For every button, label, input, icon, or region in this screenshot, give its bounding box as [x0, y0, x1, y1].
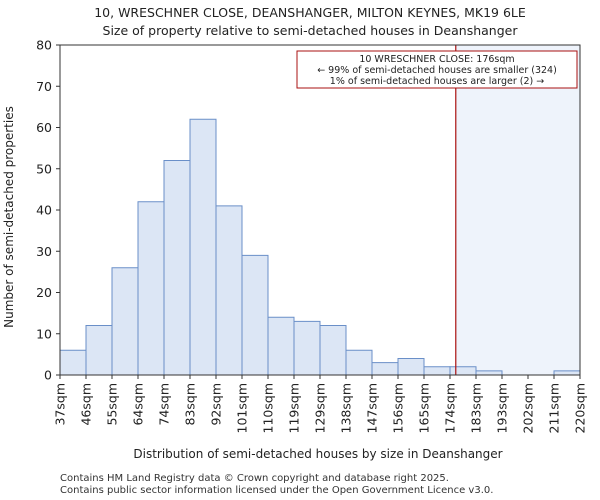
- larger-region-shade: [455, 45, 580, 375]
- bar-92sqm: [215, 205, 243, 376]
- x-tick-label: 37sqm: [53, 383, 68, 426]
- y-tick-label: 30: [36, 244, 52, 259]
- y-tick-label: 0: [44, 368, 52, 383]
- x-tick-label: 211sqm: [547, 383, 562, 433]
- x-tick-labels: 37sqm 46sqm 55sqm 64sqm 74sqm 83sqm 92sqm 101sq…: [53, 375, 588, 433]
- highlight-region: [455, 45, 580, 375]
- y-tick-label: 60: [36, 120, 52, 135]
- x-tick-label: 156sqm: [391, 383, 406, 433]
- bar-156sqm: [397, 358, 425, 376]
- x-tick-label: 129sqm: [313, 383, 328, 433]
- bar-211sqm: [553, 370, 581, 376]
- x-tick-label: 64sqm: [131, 383, 146, 426]
- y-tick-label: 50: [36, 161, 52, 176]
- x-tick-label: 220sqm: [573, 383, 588, 433]
- annotation-line-2: ← 99% of semi-detached houses are smalle…: [317, 65, 557, 76]
- chart-title: 10, WRESCHNER CLOSE, DEANSHANGER, MILTON…: [94, 5, 526, 20]
- bar-174sqm: [449, 366, 477, 376]
- x-tick-label: 101sqm: [235, 383, 250, 433]
- x-tick-label: 183sqm: [469, 383, 484, 433]
- x-tick-label: 165sqm: [417, 383, 432, 433]
- footer-copyright: Contains HM Land Registry data © Crown c…: [60, 473, 449, 484]
- x-tick-label: 138sqm: [339, 383, 354, 433]
- x-tick-label: 193sqm: [495, 383, 510, 433]
- bar-183sqm: [475, 370, 503, 376]
- x-tick-label: 202sqm: [521, 383, 536, 433]
- bar-83sqm: [189, 118, 217, 376]
- annotation-line-1: 10 WRESCHNER CLOSE: 176sqm: [359, 54, 514, 65]
- bars: [59, 118, 581, 376]
- x-tick-label: 83sqm: [183, 383, 198, 426]
- x-tick-label: 147sqm: [365, 383, 380, 433]
- y-tick-label: 70: [36, 79, 52, 94]
- footer-licence: Contains public sector information licen…: [60, 485, 494, 496]
- bar-74sqm: [163, 160, 191, 376]
- bar-101sqm: [241, 254, 269, 376]
- x-tick-label: 46sqm: [79, 383, 94, 426]
- x-tick-label: 119sqm: [287, 383, 302, 433]
- bar-147sqm: [371, 362, 399, 376]
- bar-37sqm: [59, 349, 87, 376]
- bar-55sqm: [111, 267, 139, 376]
- chart-subtitle: Size of property relative to semi-detach…: [103, 23, 519, 38]
- annotation-line-3: 1% of semi-detached houses are larger (2…: [330, 76, 544, 87]
- y-tick-label: 10: [36, 326, 52, 341]
- bar-64sqm: [137, 201, 165, 376]
- x-tick-label: 74sqm: [157, 383, 172, 426]
- x-axis-label: Distribution of semi-detached houses by …: [133, 447, 502, 461]
- y-tick-label: 20: [36, 285, 52, 300]
- x-tick-label: 174sqm: [443, 383, 458, 433]
- bar-165sqm: [423, 366, 451, 376]
- x-tick-label: 92sqm: [209, 383, 224, 426]
- bar-46sqm: [85, 325, 113, 376]
- x-tick-label: 55sqm: [105, 383, 120, 426]
- y-tick-label: 80: [36, 38, 52, 53]
- bar-138sqm: [345, 349, 373, 376]
- bar-119sqm: [293, 320, 321, 376]
- bar-110sqm: [267, 316, 295, 376]
- y-tick-labels: 0 10 20 30 40 50 60 70 80: [36, 38, 60, 383]
- bar-129sqm: [319, 325, 347, 376]
- y-tick-label: 40: [36, 203, 52, 218]
- annotation-box: [296, 50, 578, 89]
- x-tick-label: 110sqm: [261, 383, 276, 433]
- y-axis-label: Number of semi-detached properties: [2, 106, 16, 328]
- marker-annotation: 10 WRESCHNER CLOSE: 176sqm ← 99% of semi…: [296, 50, 578, 89]
